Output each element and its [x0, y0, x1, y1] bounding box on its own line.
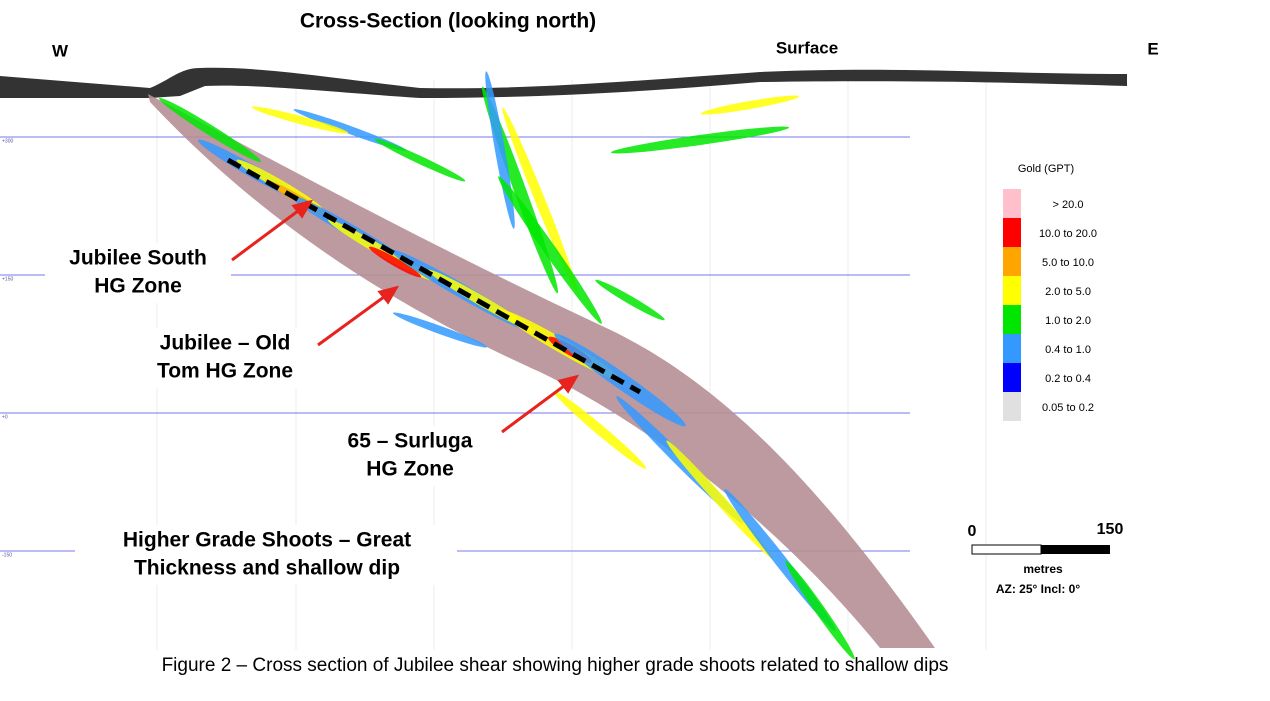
ore-streak — [159, 97, 261, 163]
legend-label: 0.2 to 0.4 — [1045, 373, 1091, 385]
legend-label: 10.0 to 20.0 — [1039, 228, 1097, 240]
scale-end: 150 — [1097, 521, 1124, 538]
caption: Figure 2 – Cross section of Jubilee shea… — [162, 655, 949, 676]
zone-label: Higher Grade Shoots – Great — [123, 529, 411, 552]
zone-label: Jubilee – Old — [160, 332, 291, 355]
scale-bar — [971, 544, 1110, 555]
zone-label: Tom HG Zone — [157, 360, 293, 383]
surface-label: Surface — [776, 38, 838, 57]
zone-label: HG Zone — [366, 458, 454, 481]
legend-label: 1.0 to 2.0 — [1045, 315, 1091, 327]
zone-label: 65 – Surluga — [348, 430, 473, 453]
ore-streak — [368, 246, 422, 278]
title: Cross-Section (looking north) — [300, 10, 596, 33]
ore-streak — [374, 138, 466, 182]
ore-streak — [502, 107, 578, 293]
orientation: AZ: 25° Incl: 0° — [996, 582, 1080, 596]
surface — [0, 67, 1127, 98]
scale-start: 0 — [968, 523, 977, 540]
legend-label: 5.0 to 10.0 — [1042, 257, 1094, 269]
legend-swatch — [1003, 218, 1021, 247]
zone-label: Thickness and shallow dip — [134, 557, 400, 580]
ore-streak — [498, 176, 602, 324]
zone-label: HG Zone — [94, 275, 182, 298]
ore-streak — [610, 126, 790, 154]
ore-streak — [392, 312, 488, 348]
high-grade-trend — [226, 157, 642, 395]
legend-swatch — [1003, 247, 1021, 276]
elevation-label: -150 — [2, 552, 12, 558]
ore-streak — [553, 391, 647, 469]
legend-swatch — [1003, 189, 1021, 218]
ore-streak — [666, 440, 774, 560]
legend-swatch — [1003, 276, 1021, 305]
scale-unit: metres — [1023, 562, 1063, 576]
label-backgrounds — [45, 243, 485, 585]
elevation-label: +150 — [2, 276, 13, 282]
legend-label: 2.0 to 5.0 — [1045, 286, 1091, 298]
ore-streak — [251, 106, 349, 134]
legend-swatch — [1003, 305, 1021, 334]
elevation-label: +300 — [2, 138, 13, 144]
legend-label: 0.05 to 0.2 — [1042, 402, 1094, 414]
legend-swatch — [1003, 392, 1021, 421]
elevation-label: +0 — [2, 414, 8, 420]
legend-label: > 20.0 — [1053, 199, 1084, 211]
east-label: E — [1147, 39, 1158, 58]
zone-label: Jubilee South — [69, 247, 207, 270]
ore-streak — [785, 560, 855, 660]
legend-title: Gold (GPT) — [1018, 163, 1074, 175]
ore-streak — [700, 95, 800, 115]
ore-streak — [595, 279, 665, 321]
legend-swatch — [1003, 363, 1021, 392]
west-label: W — [52, 41, 69, 60]
legend-label: 0.4 to 1.0 — [1045, 344, 1091, 356]
arrows — [231, 199, 580, 434]
legend-swatch — [1003, 334, 1021, 363]
